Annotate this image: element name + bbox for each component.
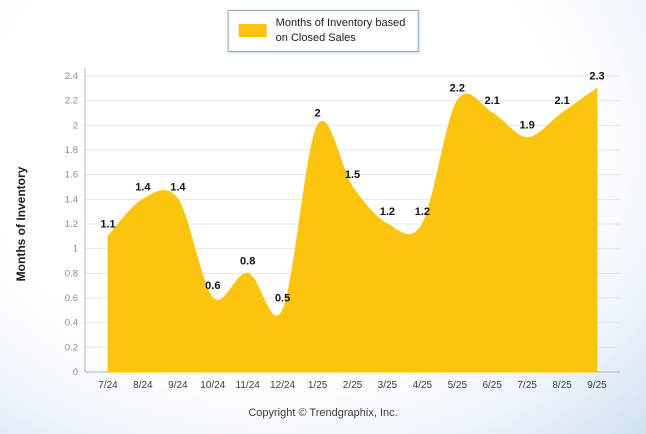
svg-text:2/25: 2/25 (343, 380, 363, 391)
svg-text:8/25: 8/25 (552, 380, 572, 391)
svg-text:9/25: 9/25 (587, 380, 607, 391)
svg-text:0: 0 (73, 367, 78, 378)
svg-text:1.5: 1.5 (345, 169, 360, 181)
svg-text:1.8: 1.8 (65, 145, 78, 156)
svg-text:2.1: 2.1 (485, 95, 500, 107)
svg-text:7/24: 7/24 (98, 380, 118, 391)
svg-text:2.2: 2.2 (65, 96, 78, 107)
svg-text:1.2: 1.2 (380, 206, 395, 218)
svg-text:1: 1 (73, 244, 78, 255)
svg-text:1/25: 1/25 (308, 380, 328, 391)
svg-text:5/25: 5/25 (448, 380, 468, 391)
legend-swatch-icon (238, 24, 267, 38)
x-axis-labels: 7/24 8/24 9/24 10/24 11/24 12/24 1/25 2/25 3/25 4… (98, 380, 607, 391)
svg-text:0.6: 0.6 (65, 293, 78, 304)
svg-text:0.5: 0.5 (275, 292, 290, 304)
svg-text:8/24: 8/24 (133, 380, 153, 391)
copyright-text: Copyright © Trendgraphix, Inc. (248, 407, 398, 419)
svg-text:10/24: 10/24 (200, 380, 225, 391)
svg-text:0.6: 0.6 (205, 280, 220, 292)
legend-label-line2: on Closed Sales (275, 31, 356, 44)
svg-text:1.2: 1.2 (65, 219, 78, 230)
svg-text:0.8: 0.8 (240, 255, 255, 267)
svg-text:1.4: 1.4 (170, 181, 186, 193)
svg-text:2.4: 2.4 (65, 71, 78, 82)
svg-text:2: 2 (73, 120, 78, 131)
svg-text:1.9: 1.9 (519, 120, 534, 132)
data-labels: 1.1 1.4 1.4 0.6 0.8 0.5 2 1.5 1.2 1.2 2.2 2.1 1.9 2.1… (100, 70, 604, 304)
svg-text:2.2: 2.2 (450, 83, 465, 95)
svg-text:1.2: 1.2 (415, 206, 430, 218)
svg-text:12/24: 12/24 (270, 380, 295, 391)
svg-text:11/24: 11/24 (236, 380, 261, 391)
svg-text:3/25: 3/25 (378, 380, 398, 391)
svg-text:2.3: 2.3 (589, 70, 604, 82)
legend-label-line1: Months of Inventory based (275, 17, 406, 29)
svg-text:1.1: 1.1 (100, 218, 115, 230)
svg-text:1.4: 1.4 (65, 194, 78, 205)
svg-text:1.6: 1.6 (65, 170, 78, 181)
svg-text:6/25: 6/25 (482, 380, 502, 391)
legend-label: Months of Inventory based on Closed Sale… (276, 16, 406, 46)
svg-text:7/25: 7/25 (517, 380, 537, 391)
svg-text:4/25: 4/25 (413, 380, 433, 391)
svg-text:0.2: 0.2 (65, 342, 78, 353)
svg-text:9/24: 9/24 (168, 380, 188, 391)
legend: Months of Inventory based on Closed Sale… (227, 10, 419, 52)
inventory-area-series (107, 87, 598, 373)
svg-text:2.1: 2.1 (554, 95, 569, 107)
svg-text:1.4: 1.4 (135, 181, 151, 193)
svg-text:0.8: 0.8 (65, 268, 78, 279)
svg-text:2: 2 (315, 107, 321, 119)
y-axis-title: Months of Inventory (14, 166, 28, 282)
svg-text:0.4: 0.4 (65, 318, 78, 329)
